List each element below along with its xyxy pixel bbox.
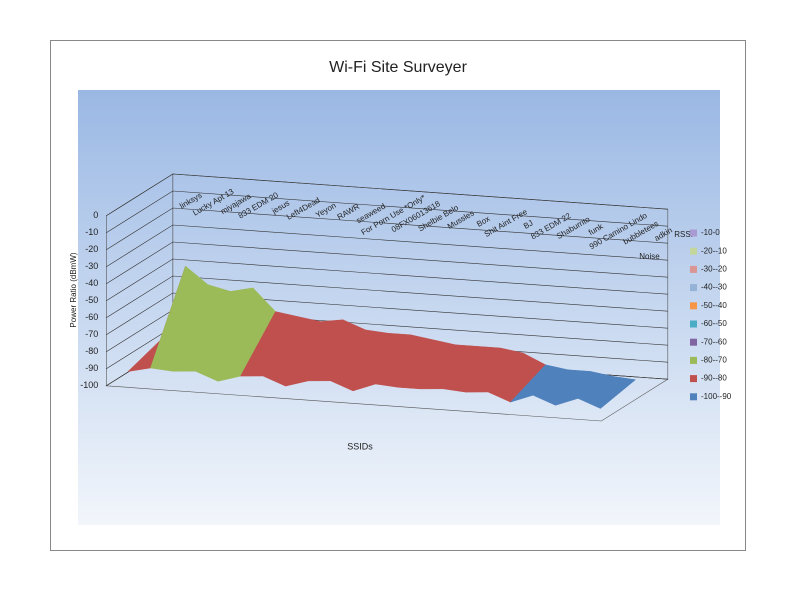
series-label: Noise: [639, 252, 660, 261]
grid-line: [106, 224, 668, 268]
surface-cell: [577, 376, 637, 409]
y-tick-label: -30: [85, 261, 98, 271]
y-axis-label: Power Ratio (dBmW): [69, 252, 78, 327]
legend-label: -30--20: [701, 265, 727, 274]
legend-swatch: [690, 393, 697, 401]
y-tick-label: -90: [85, 363, 98, 373]
legend-label: -20--10: [701, 246, 727, 255]
series-label: RSSI: [674, 230, 693, 239]
legend-label: -100--90: [701, 392, 732, 401]
y-tick-label: -100: [80, 380, 98, 390]
grid-line: [106, 173, 668, 217]
legend-swatch: [690, 229, 697, 237]
grid-line: [106, 275, 668, 319]
y-tick-label: -20: [85, 244, 98, 254]
legend-label: -10-0: [701, 228, 720, 237]
legend-label: -60--50: [701, 319, 727, 328]
legend-swatch: [690, 302, 697, 310]
legend-label: -50--40: [701, 301, 727, 310]
y-tick-label: -40: [85, 278, 98, 288]
legend-label: -90--80: [701, 374, 727, 383]
y-tick-label: 0: [93, 210, 98, 220]
chart-title: Wi-Fi Site Surveyer: [329, 59, 467, 76]
grid-line: [106, 241, 668, 285]
legend-swatch: [690, 284, 697, 292]
legend-swatch: [690, 338, 697, 346]
grid-line: [106, 292, 668, 336]
legend-swatch: [690, 247, 697, 255]
x-axis-label: SSIDs: [347, 441, 373, 451]
legend-label: -40--30: [701, 283, 727, 292]
y-tick-label: -70: [85, 329, 98, 339]
grid-line: [106, 258, 668, 302]
legend-swatch: [690, 265, 697, 273]
grid-line: [106, 190, 668, 234]
legend-swatch: [690, 320, 697, 328]
grid-line: [106, 207, 668, 251]
legend-swatch: [690, 356, 697, 364]
legend-label: -70--60: [701, 337, 727, 346]
y-tick-label: -80: [85, 346, 98, 356]
legend-swatch: [690, 375, 697, 383]
x-tick-label: BJ: [522, 218, 535, 230]
legend-label: -80--70: [701, 356, 727, 365]
y-tick-label: -50: [85, 295, 98, 305]
y-tick-label: -10: [85, 227, 98, 237]
y-tick-label: -60: [85, 312, 98, 322]
